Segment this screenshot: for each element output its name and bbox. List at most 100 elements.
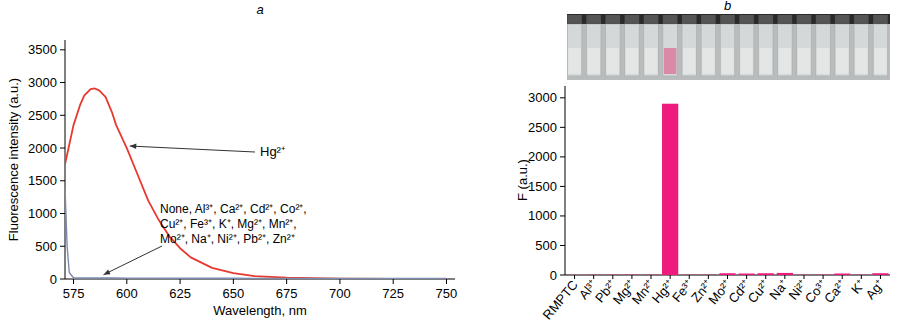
vial	[663, 24, 678, 76]
bar	[681, 274, 697, 275]
y-tick-label: 500	[535, 238, 557, 253]
x-tick	[651, 275, 652, 279]
vial-cap	[873, 15, 888, 23]
vial-cap	[625, 15, 640, 23]
x-tick	[574, 275, 575, 279]
bar	[815, 274, 831, 275]
y-axis-label: F (a.u.)	[515, 159, 530, 201]
x-tick-label: 625	[169, 286, 191, 301]
photo	[567, 14, 890, 80]
vial-liquid	[836, 48, 849, 74]
vial	[816, 24, 831, 76]
y-tick	[60, 49, 65, 50]
vial-cap	[644, 15, 659, 23]
x-tick	[784, 275, 785, 279]
vial-liquid	[740, 48, 753, 74]
y-tick	[560, 97, 565, 98]
bar	[605, 274, 621, 275]
x-tick	[612, 275, 613, 279]
vial-cap	[682, 15, 697, 23]
bar	[796, 274, 812, 275]
y-tick-label: 3000	[528, 90, 557, 105]
annotation-line: Cu²⁺, Fe³⁺, K⁺, Mg²⁺, Mn²⁺,	[160, 217, 297, 231]
x-tick	[746, 275, 747, 279]
bar	[834, 274, 850, 275]
figure: a050010001500200025003000350057560062565…	[0, 0, 900, 333]
vial-liquid	[607, 48, 620, 74]
y-tick-label: 1000	[28, 206, 57, 221]
y-tick-label: 1000	[528, 208, 557, 223]
vial	[701, 24, 716, 76]
y-tick-label: 0	[550, 268, 557, 283]
vial-liquid	[779, 48, 792, 74]
x-tick-label: RMPTC	[540, 277, 581, 322]
vial	[606, 24, 621, 76]
x-tick-label: 700	[329, 286, 351, 301]
y-tick	[560, 245, 565, 246]
vial	[758, 24, 773, 76]
x-tick-label: 750	[436, 286, 458, 301]
y-tick-label: 2500	[28, 108, 57, 123]
vial-liquid	[798, 48, 811, 74]
vial-cap	[797, 15, 812, 23]
vial	[567, 24, 582, 76]
y-tick	[60, 213, 65, 214]
x-tick	[126, 279, 127, 284]
vial-liquid	[645, 48, 658, 74]
x-tick-label: 675	[276, 286, 298, 301]
bars	[566, 104, 888, 275]
vial-cap	[816, 15, 831, 23]
arrow-line	[130, 146, 255, 152]
vial-liquid	[587, 48, 600, 74]
vial	[720, 24, 735, 76]
vial-liquid	[874, 48, 887, 74]
vial	[739, 24, 754, 76]
x-tick	[73, 279, 74, 284]
y-tick-label: 2000	[528, 149, 557, 164]
bar	[853, 274, 869, 275]
arrow-head	[130, 144, 137, 149]
annotation-line: None, Al³⁺, Ca²⁺, Cd²⁺, Co²⁺,	[160, 202, 307, 216]
bar	[586, 274, 602, 275]
vial-cap	[758, 15, 773, 23]
x-tick	[446, 279, 447, 284]
x-tick	[393, 279, 394, 284]
y-axis	[565, 86, 566, 275]
bar	[643, 274, 659, 275]
vial-liquid	[759, 48, 772, 74]
y-tick-label: 2000	[28, 141, 57, 156]
x-tick	[689, 275, 690, 279]
x-tick	[880, 275, 881, 279]
vial-cap	[720, 15, 735, 23]
bar	[662, 104, 678, 275]
x-tick	[842, 275, 843, 279]
vial-cap	[606, 15, 621, 23]
bar	[738, 274, 754, 275]
bar	[719, 273, 735, 275]
x-tick-label: 600	[116, 286, 138, 301]
x-tick-label: Ca²⁺	[821, 277, 849, 306]
vial	[873, 24, 888, 76]
x-tick	[286, 279, 287, 284]
y-tick	[60, 148, 65, 149]
vial	[625, 24, 640, 76]
arrow-line	[104, 246, 162, 275]
x-tick	[631, 275, 632, 279]
vial-liquid	[721, 48, 734, 74]
series-line	[65, 88, 446, 279]
photo-bg	[567, 14, 890, 80]
vial-liquid	[855, 48, 868, 74]
y-axis-label: Fluorescence intensity (a.u.)	[6, 78, 21, 241]
photo-caps-bg	[567, 14, 890, 24]
vial-cap	[701, 15, 716, 23]
annotation: None, Al³⁺, Ca²⁺, Cd²⁺, Co²⁺,Cu²⁺, Fe³⁺,…	[160, 202, 307, 246]
x-tick	[708, 275, 709, 279]
vial	[835, 24, 850, 76]
y-tick-label: 1500	[28, 173, 57, 188]
bar	[624, 274, 640, 275]
x-tick	[765, 275, 766, 279]
x-tick	[180, 279, 181, 284]
vial	[644, 24, 659, 76]
vial	[797, 24, 812, 76]
x-tick	[593, 275, 594, 279]
